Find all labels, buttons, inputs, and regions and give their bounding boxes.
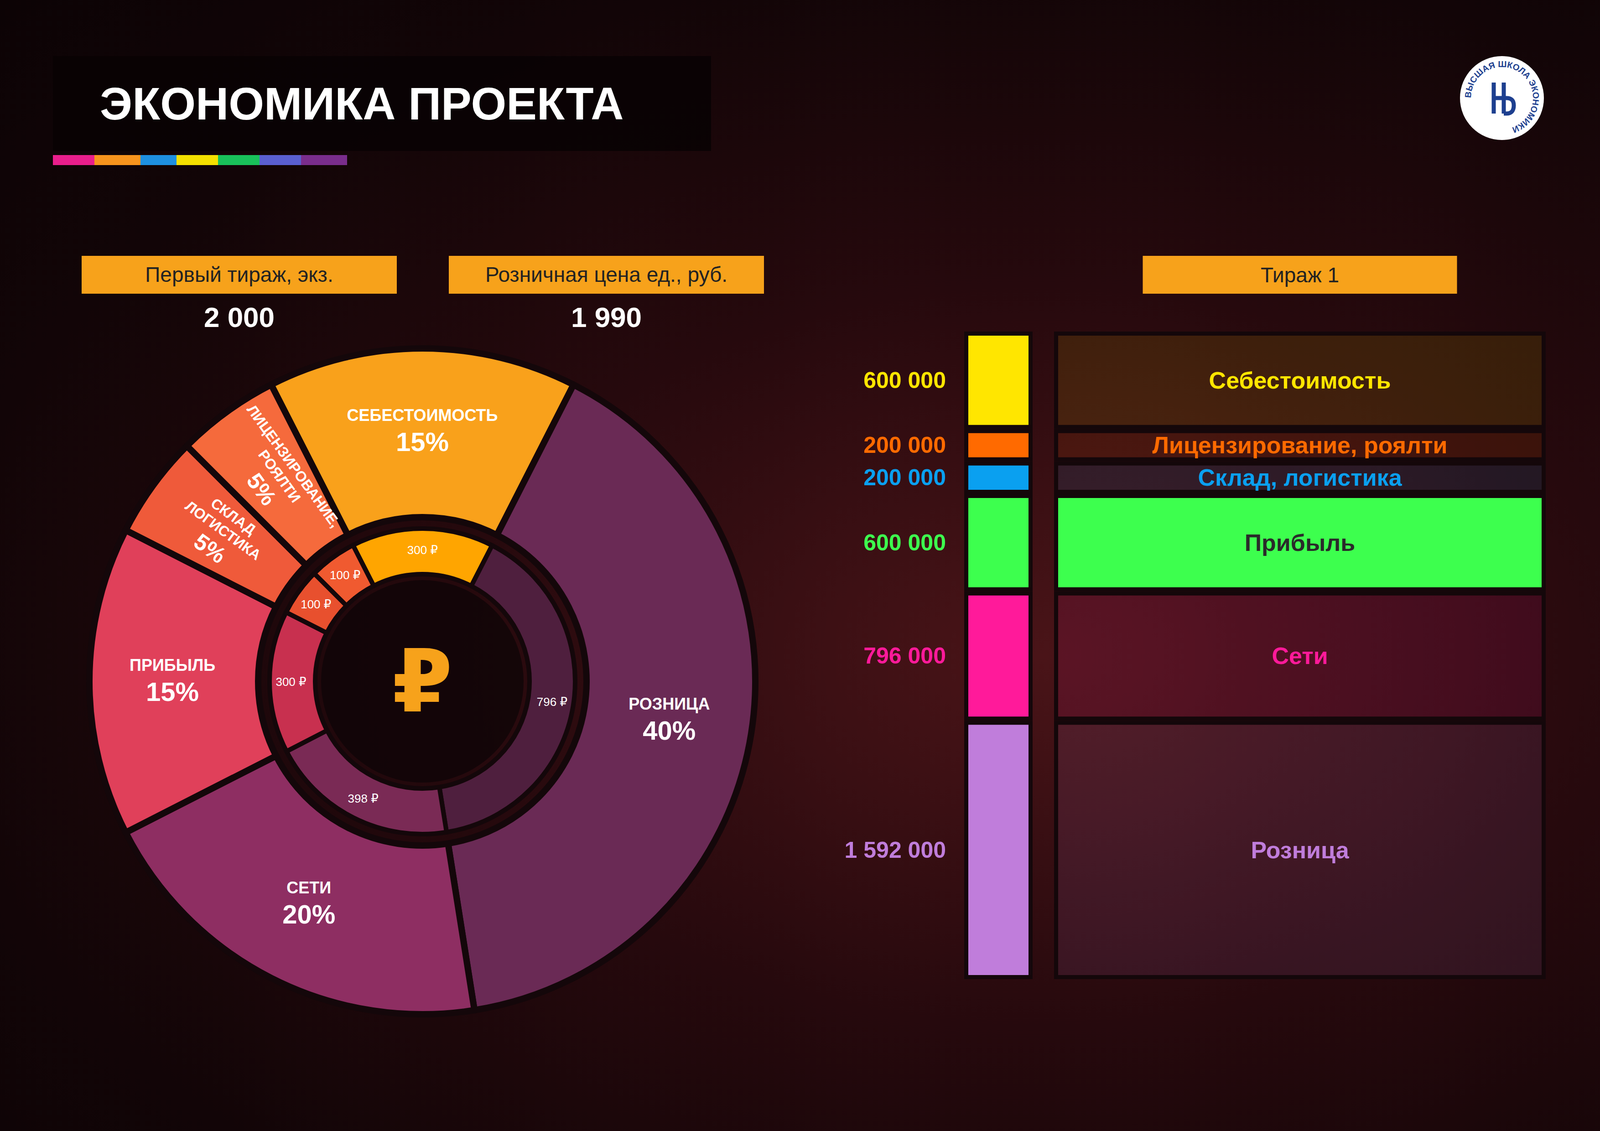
svg-text:100 ₽: 100 ₽ (300, 597, 332, 612)
svg-text:200 000: 200 000 (863, 432, 946, 458)
svg-text:Сети: Сети (1271, 642, 1328, 670)
svg-text:ЛОГИСТИКА: ЛОГИСТИКА (182, 497, 265, 564)
svg-text:СЕБЕСТОИМОСТЬ: СЕБЕСТОИМОСТЬ (347, 405, 499, 425)
svg-text:Лицензирование, роялти: Лицензирование, роялти (1152, 431, 1448, 459)
svg-text:ЛИЦЕНЗИРОВАНИЕ,: ЛИЦЕНЗИРОВАНИЕ, (243, 401, 344, 531)
svg-text:100 ₽: 100 ₽ (329, 568, 361, 582)
svg-text:796 ₽: 796 ₽ (536, 695, 568, 709)
svg-text:300 ₽: 300 ₽ (275, 675, 307, 689)
html-text:Первый тираж, экз.: Первый тираж, экз. (145, 262, 334, 287)
svg-text:СКЛАД: СКЛАД (207, 494, 259, 539)
svg-text:15%: 15% (395, 426, 449, 457)
svg-text:796 000: 796 000 (863, 643, 946, 669)
svg-text:5%: 5% (241, 468, 282, 510)
svg-text:1 592 000: 1 592 000 (844, 837, 946, 863)
svg-text:₽: ₽ (392, 633, 453, 730)
svg-text:5%: 5% (189, 528, 231, 569)
svg-text:СЕТИ: СЕТИ (286, 878, 332, 898)
svg-text:15%: 15% (145, 676, 199, 707)
svg-text:Розница: Розница (1250, 836, 1350, 864)
svg-text:600 000: 600 000 (863, 367, 946, 394)
html-text:2 000: 2 000 (203, 301, 275, 333)
svg-text:200 000: 200 000 (863, 464, 946, 491)
svg-text:40%: 40% (642, 715, 696, 746)
svg-text:Прибыль: Прибыль (1244, 529, 1356, 556)
html-text:ЭКОНОМИКА ПРОЕКТА: ЭКОНОМИКА ПРОЕКТА (99, 77, 624, 129)
svg-text:600 000: 600 000 (863, 529, 946, 556)
svg-text:398 ₽: 398 ₽ (348, 791, 379, 806)
html-text:1 990: 1 990 (570, 301, 642, 333)
svg-text:ВЫСШАЯ ШКОЛА ЭКОНОМИКИ: ВЫСШАЯ ШКОЛА ЭКОНОМИКИ (1463, 59, 1542, 136)
svg-text:РОЯЛТИ: РОЯЛТИ (254, 446, 305, 506)
svg-text:Склад, логистика: Склад, логистика (1197, 464, 1403, 491)
svg-text:Себестоимость: Себестоимость (1209, 367, 1392, 394)
html-text:Розничная цена ед., руб.: Розничная цена ед., руб. (485, 262, 728, 287)
svg-text:Тираж 1: Тираж 1 (1260, 263, 1340, 287)
svg-text:300 ₽: 300 ₽ (407, 543, 438, 557)
svg-text:20%: 20% (282, 899, 336, 930)
svg-text:ПРИБЫЛЬ: ПРИБЫЛЬ (129, 655, 216, 675)
svg-text:РОЗНИЦА: РОЗНИЦА (628, 694, 710, 714)
